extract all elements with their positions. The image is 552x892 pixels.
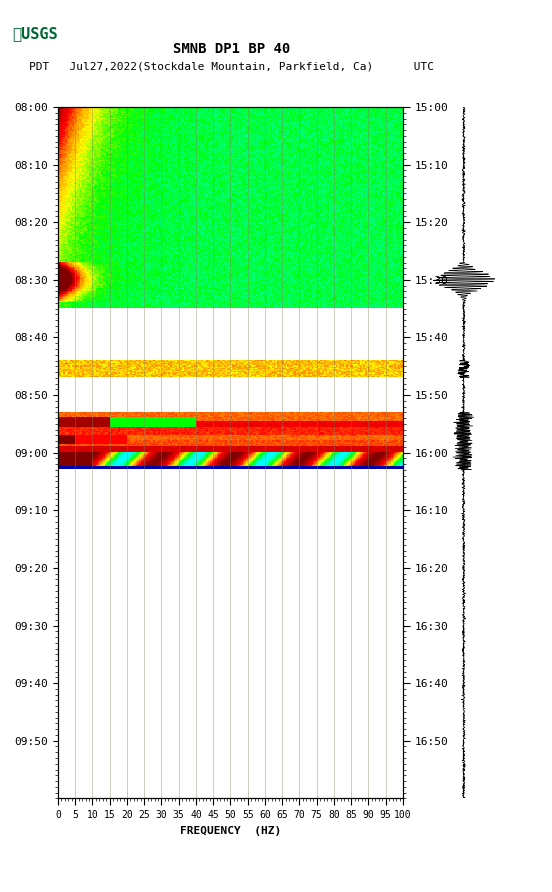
Text: SMNB DP1 BP 40: SMNB DP1 BP 40	[173, 42, 290, 56]
X-axis label: FREQUENCY  (HZ): FREQUENCY (HZ)	[180, 826, 281, 836]
Text: PDT   Jul27,2022(Stockdale Mountain, Parkfield, Ca)      UTC: PDT Jul27,2022(Stockdale Mountain, Parkf…	[29, 62, 434, 72]
Text: ⊿USGS: ⊿USGS	[12, 26, 58, 41]
